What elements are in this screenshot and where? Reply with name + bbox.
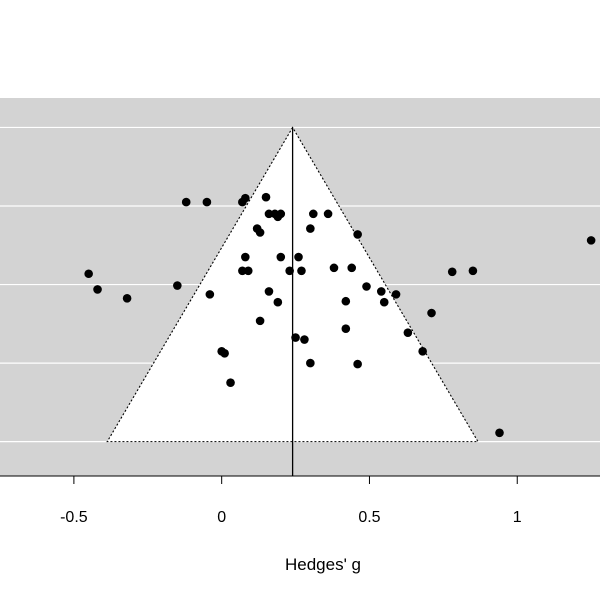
data-point-29 [122,293,132,303]
data-point-11 [306,224,315,233]
data-points [84,192,596,438]
data-point-5 [264,209,274,219]
data-point-19 [347,263,357,273]
data-point-13 [255,228,265,237]
data-point-44 [300,335,309,344]
data-point-35 [376,287,386,296]
data-point-15 [241,252,250,262]
data-point-16 [276,252,286,262]
data-point-40 [255,316,265,326]
x-tick-label-3: 1 [513,509,522,526]
data-point-34 [362,282,371,291]
data-point-31 [205,290,215,299]
data-point-41 [341,324,351,334]
x-axis-title: Hedges' g [285,555,361,574]
data-point-25 [468,266,478,276]
data-point-9 [309,209,318,219]
data-point-42 [403,328,413,337]
data-point-21 [243,266,253,276]
data-point-23 [297,266,306,276]
data-point-20 [238,266,247,276]
data-point-51 [495,428,504,438]
data-point-18 [329,263,339,273]
data-point-39 [427,308,436,318]
data-point-22 [285,266,294,276]
data-point-33 [273,297,283,307]
data-point-48 [306,358,315,368]
data-point-38 [379,297,389,307]
data-point-0 [181,197,191,207]
data-point-26 [586,236,596,245]
data-point-28 [93,285,102,294]
data-point-47 [220,348,229,358]
data-point-27 [84,269,93,279]
data-point-43 [291,333,300,342]
data-point-30 [173,281,182,290]
data-point-36 [391,290,401,299]
x-tick-label-2: 0.5 [358,509,380,526]
data-point-24 [447,267,457,277]
x-tick-label-0: -0.5 [60,509,88,526]
data-point-32 [264,287,274,296]
data-point-4 [261,192,271,202]
data-point-1 [202,197,212,207]
x-tick-label-1: 0 [217,509,226,526]
data-point-50 [226,378,235,388]
data-point-14 [353,230,362,239]
data-point-45 [418,347,427,356]
data-point-17 [294,252,303,262]
data-point-37 [341,296,351,306]
data-point-3 [241,193,250,203]
x-axis-ticks: -0.5 0 0.5 1 [60,476,522,526]
data-point-8 [276,209,286,219]
data-point-10 [323,209,333,219]
data-point-49 [353,359,362,369]
